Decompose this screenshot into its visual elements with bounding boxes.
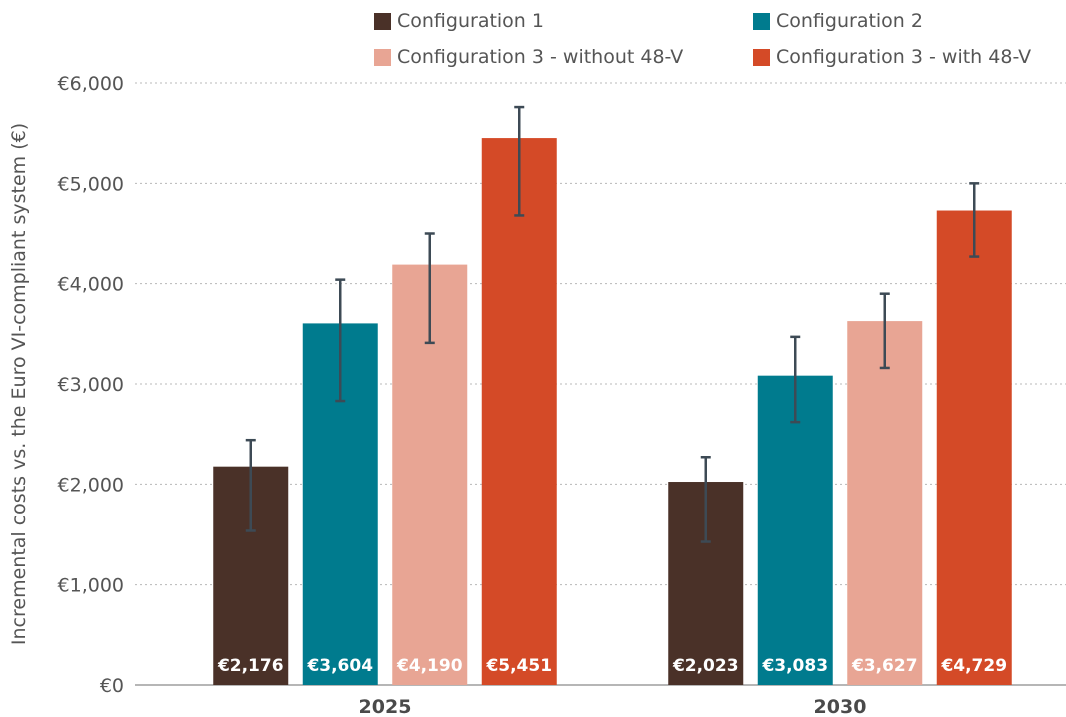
bar	[757, 375, 833, 685]
legend-label: Configuration 3 - without 48-V	[397, 46, 684, 68]
bar-value-label: €3,083	[761, 656, 828, 676]
bar-value-label: €5,451	[485, 656, 552, 676]
x-tick-label: 2030	[814, 696, 867, 717]
bar-value-label: €2,176	[217, 656, 284, 676]
bar	[847, 321, 923, 685]
bar-value-label: €4,729	[940, 656, 1007, 676]
bar	[481, 138, 557, 685]
legend-swatch	[374, 12, 391, 30]
x-tick-label: 2025	[359, 696, 412, 717]
bar-value-label: €3,604	[306, 656, 373, 676]
bar-value-label: €4,190	[396, 656, 463, 676]
y-tick-label: €5,000	[58, 173, 124, 195]
legend-item-configuration-2: Configuration 2	[753, 10, 923, 32]
legend-label: Configuration 1	[397, 10, 544, 32]
y-tick-label: €6,000	[58, 73, 124, 95]
legend-label: Configuration 2	[776, 10, 923, 32]
y-tick-label: €0	[100, 675, 124, 697]
bar-value-label: €3,627	[851, 656, 918, 676]
bar-value-label: €2,023	[672, 656, 739, 676]
y-tick-label: €2,000	[58, 474, 124, 496]
legend-label: Configuration 3 - with 48-V	[776, 46, 1032, 68]
legend-item-configuration-3-with-48v: Configuration 3 - with 48-V	[753, 46, 1031, 68]
y-tick-label: €3,000	[58, 374, 124, 396]
y-axis-title: Incremental costs vs. the Euro VI-compli…	[8, 123, 30, 645]
legend-swatch	[753, 48, 770, 66]
legend-item-configuration-3-without-48v: Configuration 3 - without 48-V	[374, 46, 683, 68]
y-tick-label: €1,000	[58, 575, 124, 597]
legend-item-configuration-1: Configuration 1	[374, 10, 544, 32]
y-tick-label: €4,000	[58, 274, 124, 296]
bar	[936, 210, 1012, 685]
legend-swatch	[753, 12, 770, 30]
legend-swatch	[374, 48, 391, 66]
